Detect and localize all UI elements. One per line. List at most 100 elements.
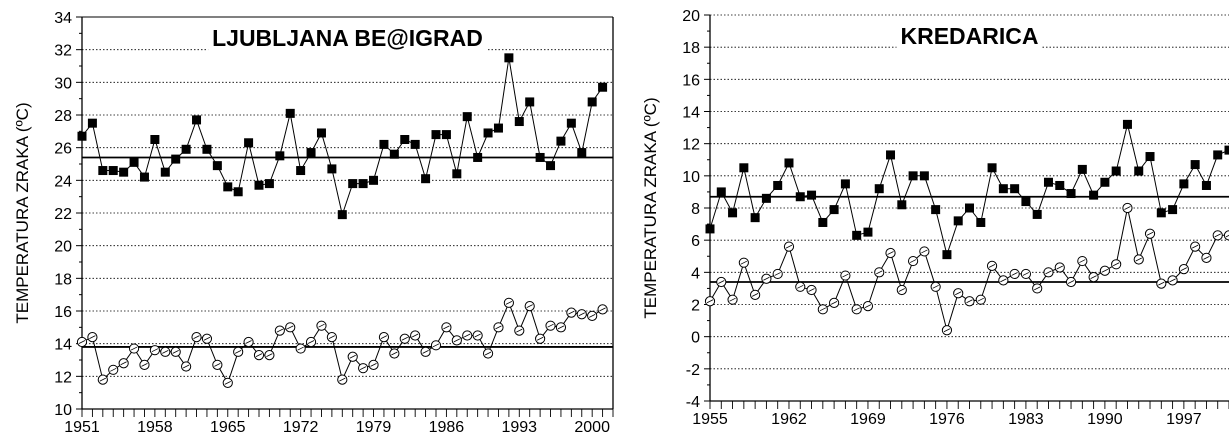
y-tick-label: 24 xyxy=(54,173,72,190)
x-tick-label: 1993 xyxy=(501,419,537,434)
data-point-square xyxy=(494,124,503,133)
data-point-square xyxy=(796,192,805,201)
y-tick-label: 20 xyxy=(682,8,700,25)
data-point-square xyxy=(751,213,760,222)
data-point-square xyxy=(307,148,316,157)
data-point-square xyxy=(1021,197,1030,206)
y-tick-label: 18 xyxy=(682,40,700,57)
data-point-square xyxy=(598,83,607,92)
y-axis-title: TEMPERATURA ZRAKA (ºC) xyxy=(641,97,660,318)
x-tick-label: 1990 xyxy=(1087,411,1123,428)
y-tick-label: 34 xyxy=(54,10,72,27)
data-point-square xyxy=(182,145,191,154)
y-tick-label: 16 xyxy=(54,304,72,321)
data-point-square xyxy=(773,181,782,190)
y-tick-label: 32 xyxy=(54,43,72,60)
data-point-square xyxy=(119,168,128,177)
y-tick-label: 14 xyxy=(682,105,700,122)
y-tick-label: 26 xyxy=(54,141,72,158)
data-point-square xyxy=(296,166,305,175)
data-point-square xyxy=(988,163,997,172)
data-point-square xyxy=(556,137,565,146)
y-tick-label: 16 xyxy=(682,72,700,89)
data-point-square xyxy=(784,158,793,167)
data-point-square xyxy=(1112,167,1121,176)
data-point-square xyxy=(1033,210,1042,219)
x-tick-label: 1955 xyxy=(692,411,728,428)
data-point-square xyxy=(1134,167,1143,176)
data-point-square xyxy=(1157,208,1166,217)
x-tick-label: 1997 xyxy=(1166,411,1202,428)
data-point-square xyxy=(244,138,253,147)
x-tick-label: 1965 xyxy=(210,419,246,434)
data-point-square xyxy=(275,151,284,160)
data-point-square xyxy=(954,216,963,225)
data-point-square xyxy=(1123,120,1132,129)
data-point-square xyxy=(88,119,97,128)
data-point-square xyxy=(411,140,420,149)
data-point-square xyxy=(1067,189,1076,198)
y-tick-label: 4 xyxy=(691,265,700,282)
x-tick-label: 1969 xyxy=(850,411,886,428)
data-point-square xyxy=(920,171,929,180)
data-point-square xyxy=(202,145,211,154)
y-tick-label: 2 xyxy=(691,298,700,315)
y-tick-label: -4 xyxy=(686,394,700,411)
data-point-square xyxy=(109,166,118,175)
x-tick-label: 2000 xyxy=(574,419,610,434)
data-point-square xyxy=(1044,178,1053,187)
data-point-square xyxy=(348,179,357,188)
data-point-square xyxy=(359,179,368,188)
y-tick-label: 22 xyxy=(54,206,72,223)
y-tick-label: 12 xyxy=(54,369,72,386)
data-point-square xyxy=(265,179,274,188)
y-tick-label: 10 xyxy=(682,169,700,186)
data-point-square xyxy=(1213,150,1222,159)
data-point-square xyxy=(452,169,461,178)
series-line-mean xyxy=(710,208,1229,330)
data-point-square xyxy=(255,181,264,190)
data-point-square xyxy=(421,174,430,183)
chart-title: KREDARICA xyxy=(901,23,1039,49)
data-point-square xyxy=(1078,165,1087,174)
data-point-square xyxy=(852,231,861,240)
data-point-square xyxy=(942,250,951,259)
data-point-square xyxy=(171,155,180,164)
data-point-square xyxy=(192,115,201,124)
data-point-square xyxy=(818,218,827,227)
x-tick-label: 1983 xyxy=(1008,411,1044,428)
data-point-square xyxy=(369,176,378,185)
series-line-mean xyxy=(82,303,603,383)
data-point-square xyxy=(1146,152,1155,161)
data-point-square xyxy=(1010,184,1019,193)
series-line-max xyxy=(82,58,603,215)
y-tick-label: 18 xyxy=(54,271,72,288)
data-point-square xyxy=(1055,181,1064,190)
data-point-square xyxy=(762,194,771,203)
y-tick-label: 28 xyxy=(54,108,72,125)
data-point-square xyxy=(473,153,482,162)
data-point-square xyxy=(78,132,87,141)
data-point-square xyxy=(728,208,737,217)
data-point-square xyxy=(1191,160,1200,169)
data-point-square xyxy=(875,184,884,193)
data-point-square xyxy=(536,153,545,162)
data-point-square xyxy=(999,184,1008,193)
data-point-square xyxy=(577,148,586,157)
data-point-square xyxy=(379,140,388,149)
y-tick-label: 6 xyxy=(691,233,700,250)
data-point-square xyxy=(400,135,409,144)
data-point-square xyxy=(98,166,107,175)
data-point-square xyxy=(965,204,974,213)
data-point-square xyxy=(567,119,576,128)
data-point-square xyxy=(223,182,232,191)
x-tick-label: 1962 xyxy=(771,411,807,428)
data-point-square xyxy=(317,128,326,137)
data-point-square xyxy=(463,112,472,121)
y-tick-label: 14 xyxy=(54,337,72,354)
data-point-square xyxy=(739,163,748,172)
y-tick-label: 0 xyxy=(691,330,700,347)
y-tick-label: 10 xyxy=(54,402,72,419)
